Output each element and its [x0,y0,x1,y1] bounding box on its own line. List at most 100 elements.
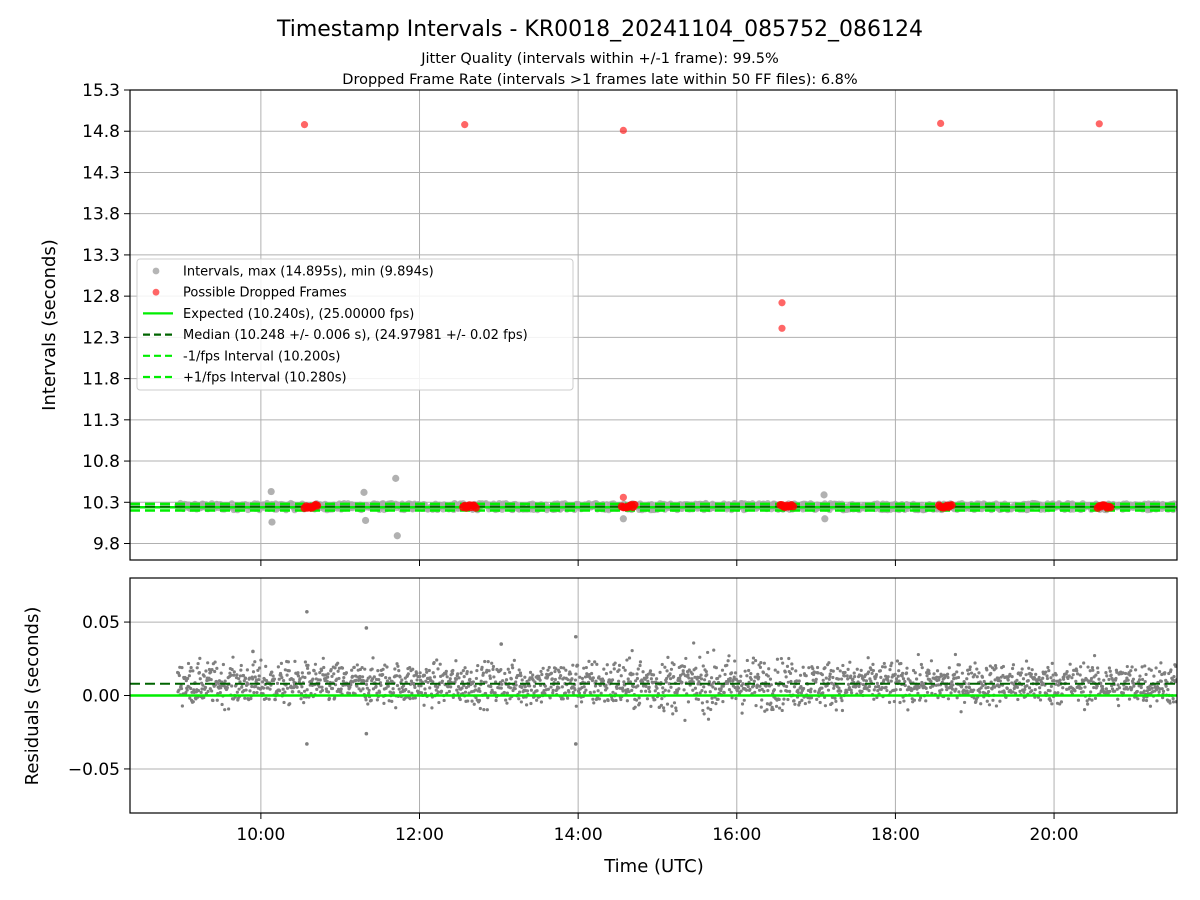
residual-point [571,690,575,695]
chart-subtitle-jitter: Jitter Quality (intervals within +/-1 fr… [420,51,779,67]
residual-point [796,691,800,695]
residual-point [473,688,478,692]
residual-point [719,687,723,691]
residual-point [788,689,792,693]
residual-point [682,688,686,692]
residual-point [512,658,516,662]
residual-point [944,684,948,689]
residual-point [680,680,684,684]
residual-point [951,683,955,687]
residual-point [432,675,437,679]
residual-point [215,666,219,670]
residual-point [964,685,968,689]
residual-point [672,675,676,679]
residual-point [281,679,286,683]
residual-point [1081,690,1085,694]
residual-point [677,687,681,691]
dropped-frame-point [789,502,798,511]
residual-point [257,677,261,682]
residual-point [223,708,227,712]
residual-point [774,704,779,708]
residual-point [1019,671,1023,675]
residual-point [251,670,256,674]
residual-point [901,671,905,675]
residual-point [525,679,529,684]
residual-point [368,675,372,679]
residual-point [386,684,390,688]
legend-entry-label: Intervals, max (14.895s), min (9.894s) [183,265,434,280]
residual-point [1125,664,1129,669]
residual-point [1086,702,1090,706]
residual-point [1026,678,1030,683]
residual-point [341,679,345,683]
residual-point [631,685,636,689]
x-tick-label: 18:00 [871,825,920,845]
residual-point [645,675,649,679]
residual-point [924,699,928,703]
residual-point [244,688,248,692]
residual-point [1131,677,1136,681]
residual-point [1174,700,1177,704]
residual-point [320,688,325,693]
residual-point [553,677,557,682]
residual-point [562,666,566,670]
residual-point [959,710,963,714]
residual-point [177,673,181,678]
residual-point [953,652,958,657]
residual-point [878,669,882,673]
residual-point [815,665,820,670]
residual-point [730,671,734,675]
residual-point [375,691,379,695]
residual-point [619,674,623,678]
x-tick-label: 16:00 [712,825,761,845]
residual-point [864,679,869,683]
residual-point [610,678,615,682]
residual-point [504,678,509,682]
residual-point [424,667,428,672]
residual-point [1115,670,1119,674]
residual-point [978,690,982,694]
residual-point [474,676,479,681]
residual-point [950,680,954,684]
legend-marker [152,267,160,275]
interval-outlier-point [820,491,828,499]
residual-point [716,676,720,681]
residual-point [251,663,255,667]
residual-point [362,680,366,684]
residual-point [845,674,849,678]
residual-point [523,685,527,689]
residual-point [360,675,365,679]
residual-point [668,672,672,676]
residual-point [781,661,785,665]
intervals-panel: 9.8 10.3 10.8 11.3 11.8 12.3 12.8 13.3 13.8 14.3 1… [82,81,1178,566]
residual-point [734,696,738,701]
residual-point [597,697,602,701]
residual-point [706,650,710,655]
residual-point [365,679,369,683]
residual-point [1144,672,1148,677]
residual-point [340,666,345,670]
residual-point [1038,698,1043,702]
residual-point [549,685,553,689]
residual-point [520,685,524,689]
residual-point [849,688,853,692]
residual-point [733,671,738,675]
residual-point [264,664,268,668]
residual-point [525,689,530,693]
residual-point [517,668,521,672]
residual-point [748,687,752,691]
residual-point [187,674,191,678]
residual-point [286,660,290,664]
residual-point [394,674,399,678]
residual-point [785,664,790,668]
residual-point [1137,678,1142,682]
residual-point [979,686,983,690]
residual-point [514,683,518,687]
residual-point [302,689,307,693]
residual-point [445,691,449,695]
residual-point [701,664,705,668]
residual-point [617,663,622,668]
residual-point [798,700,802,705]
residual-point [834,699,838,703]
residual-point [459,671,463,675]
